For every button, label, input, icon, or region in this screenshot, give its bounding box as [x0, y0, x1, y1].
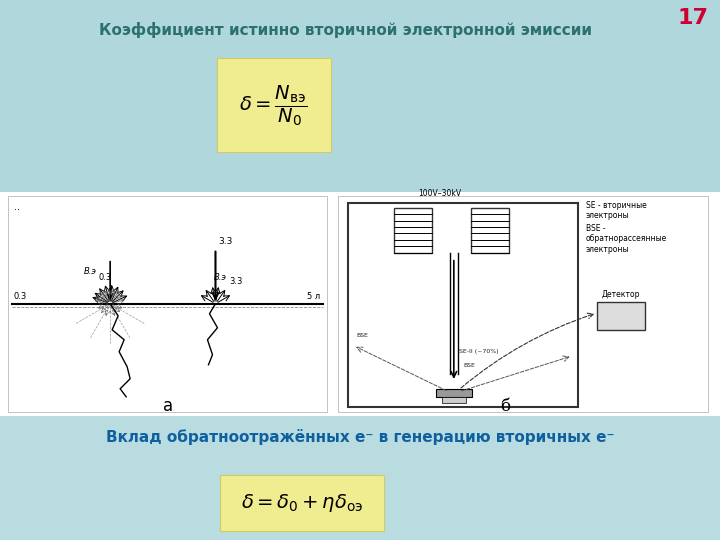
Text: SE - вторичные
электроны: SE - вторичные электроны [586, 201, 647, 220]
Text: 0.3: 0.3 [98, 273, 112, 282]
Text: $\delta = \delta_0 + \eta\delta_{\rm оэ}$: $\delta = \delta_0 + \eta\delta_{\rm оэ}… [241, 492, 364, 514]
Text: б: б [500, 398, 510, 415]
Bar [436, 389, 472, 397]
Text: а: а [163, 397, 173, 415]
Text: В.э: В.э [213, 273, 227, 282]
Bar [472, 208, 510, 253]
Text: В.э: В.э [84, 267, 96, 276]
Bar [597, 302, 645, 330]
Text: BSE: BSE [356, 333, 368, 338]
Text: BSE: BSE [463, 363, 475, 368]
Bar [442, 397, 466, 403]
Text: 17: 17 [677, 8, 708, 28]
Text: ..: .. [14, 202, 20, 212]
Text: 5 л: 5 л [307, 292, 320, 301]
Text: Детектор: Детектор [602, 289, 640, 299]
Bar [0, 0, 720, 192]
Text: 3.3: 3.3 [218, 237, 233, 246]
Text: BSE -
обратнорассеянные
электроны: BSE - обратнорассеянные электроны [586, 224, 667, 253]
Text: 3.3: 3.3 [230, 276, 243, 286]
Text: 100V–30kV: 100V–30kV [418, 188, 462, 198]
Bar [338, 195, 708, 412]
Text: Вклад обратноотражённых е⁻ в генерацию вторичных е⁻: Вклад обратноотражённых е⁻ в генерацию в… [106, 429, 614, 445]
Text: SE-II (~70%): SE-II (~70%) [459, 349, 498, 354]
Bar [0, 416, 720, 540]
FancyBboxPatch shape [220, 475, 384, 531]
FancyBboxPatch shape [217, 58, 330, 152]
Bar [0, 192, 720, 416]
Text: Коэффициент истинно вторичной электронной эмиссии: Коэффициент истинно вторичной электронно… [99, 22, 592, 38]
Text: 0.3: 0.3 [14, 292, 27, 301]
Bar [8, 195, 327, 412]
Text: $\delta = \dfrac{N_{\rm вэ}}{N_0}$: $\delta = \dfrac{N_{\rm вэ}}{N_0}$ [239, 83, 308, 128]
Bar [348, 202, 577, 407]
Bar [394, 208, 431, 253]
